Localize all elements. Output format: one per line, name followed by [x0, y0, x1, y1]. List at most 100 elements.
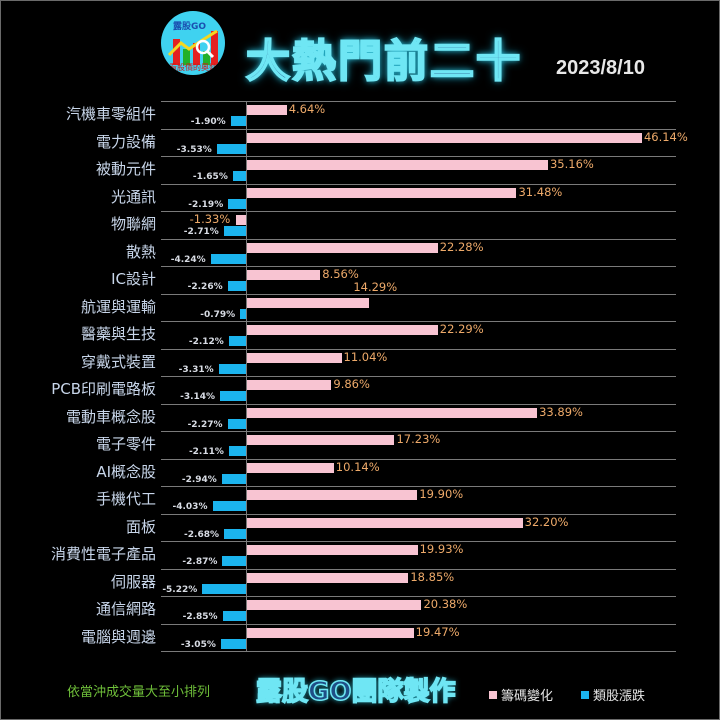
category-label: 手機代工: [95, 490, 156, 508]
sector-change-value: -2.26%: [187, 282, 223, 292]
sector-change-value: -2.94%: [181, 474, 217, 485]
logo-subtext: 看股價的奧妙: [169, 63, 217, 72]
gridline: [161, 651, 676, 652]
chip-change-bar: [247, 572, 409, 583]
sector-change-value: -3.05%: [180, 639, 216, 650]
sector-change-bar: [218, 363, 247, 374]
legend-swatch-icon: [489, 690, 497, 699]
gridline: [161, 486, 676, 487]
legend-item-chip: 籌碼變化: [489, 685, 553, 704]
gridline: [161, 623, 676, 625]
chip-change-value: 22.28%: [439, 239, 484, 254]
gridline: [161, 128, 676, 130]
sector-change-value: -1.65%: [192, 172, 228, 182]
chip-change-bar: [247, 627, 414, 638]
category-label: 電子零件: [95, 435, 156, 453]
logo-bar-icon: [211, 31, 218, 65]
chip-change-bar: [247, 490, 418, 500]
chip-change-value: 19.90%: [419, 487, 464, 501]
sector-change-bar: [232, 171, 247, 181]
gridline: [161, 568, 676, 570]
sector-change-value: -2.85%: [182, 612, 218, 622]
date-label: 2023/8/10: [556, 57, 645, 79]
chip-change-value: 4.64%: [288, 102, 326, 116]
logo: 露股GO 看股價的奧妙: [161, 11, 225, 75]
sector-change-bar: [220, 391, 247, 401]
chip-change-bar: [247, 517, 523, 528]
chip-change-bar: [247, 435, 395, 445]
logo-bar-icon: [183, 49, 190, 65]
category-label: 光通訊: [110, 187, 156, 206]
sector-change-value: -2.87%: [182, 557, 218, 567]
legend-item-sector: 類股漲跌: [581, 685, 645, 704]
sector-change-value: -2.12%: [188, 337, 224, 347]
chip-change-value: 17.23%: [396, 432, 441, 446]
chip-change-bar: [235, 215, 247, 225]
gridline: [161, 513, 676, 515]
gridline: [161, 541, 676, 542]
page-title: 大熱門前二十: [245, 35, 522, 88]
sector-change-bar: [222, 556, 247, 566]
gridline: [161, 596, 676, 597]
zero-axis: [246, 101, 247, 651]
chip-change-value: 22.29%: [439, 322, 484, 336]
sector-change-bar: [223, 226, 247, 236]
gridline: [161, 403, 676, 405]
chip-change-value: 8.56%: [322, 267, 359, 281]
sector-change-value: -3.31%: [178, 364, 214, 375]
trend-arrow-icon: [167, 29, 218, 59]
sector-change-bar: [240, 308, 247, 319]
gridline: [161, 238, 676, 240]
chip-change-bar: [247, 352, 342, 363]
chip-change-bar: [247, 545, 418, 555]
sector-change-value: -2.68%: [184, 529, 220, 540]
category-label: 汽機車零組件: [65, 105, 156, 123]
sector-change-bar: [230, 116, 247, 126]
chip-change-bar: [247, 187, 517, 198]
category-label: 電腦與週邊: [80, 627, 156, 646]
chip-change-value: -1.33%: [189, 212, 231, 226]
category-label: IC設計: [111, 270, 156, 288]
sector-change-value: -5.22%: [162, 584, 198, 595]
sector-change-bar: [202, 583, 247, 594]
legend-label: 籌碼變化: [501, 689, 554, 704]
chip-change-value: 9.86%: [333, 377, 370, 391]
sector-change-bar: [227, 281, 247, 291]
logo-text: 露股GO: [173, 22, 207, 32]
sector-change-bar: [212, 501, 247, 511]
category-label: 醫藥與生技: [80, 325, 156, 343]
chip-change-bar: [247, 132, 642, 143]
sector-change-value: -0.79%: [200, 309, 236, 320]
chip-change-value: 35.16%: [549, 157, 594, 171]
chip-change-value: 11.04%: [343, 349, 388, 364]
gridline: [161, 348, 676, 350]
chip-change-value: 33.89%: [539, 404, 583, 419]
sector-change-bar: [228, 198, 247, 209]
category-label: 電動車概念股: [65, 407, 156, 426]
logo-bar-icon: [203, 51, 210, 65]
sector-change-bar: [227, 418, 247, 429]
category-label: 航運與運輸: [80, 297, 156, 316]
chip-change-value: 31.48%: [518, 184, 563, 199]
category-label: 穿戴式裝置: [80, 352, 156, 371]
logo-bar-icon: [193, 43, 200, 65]
logo-bar-icon: [173, 39, 180, 65]
sector-change-value: -3.14%: [180, 392, 216, 402]
chip-change-value: 19.47%: [415, 624, 460, 639]
sector-change-bar: [221, 473, 247, 484]
sector-change-bar: [222, 611, 247, 621]
category-label: 伺服器: [110, 572, 156, 591]
chip-change-value: 19.93%: [419, 542, 464, 556]
team-credit: 露股GO團隊製作: [255, 676, 456, 708]
sector-change-bar: [228, 336, 247, 346]
chip-change-bar: [247, 160, 548, 170]
chip-change-bar: [247, 380, 332, 390]
sector-change-value: -2.11%: [188, 447, 224, 457]
chip-change-bar: [247, 105, 287, 115]
category-label: 被動元件: [95, 160, 156, 178]
sector-change-value: -2.19%: [188, 199, 224, 210]
chip-change-value: 14.29%: [353, 279, 398, 294]
category-label: 消費性電子產品: [50, 545, 156, 563]
sector-change-value: -3.53%: [176, 144, 212, 155]
sector-change-value: -2.71%: [183, 227, 219, 237]
